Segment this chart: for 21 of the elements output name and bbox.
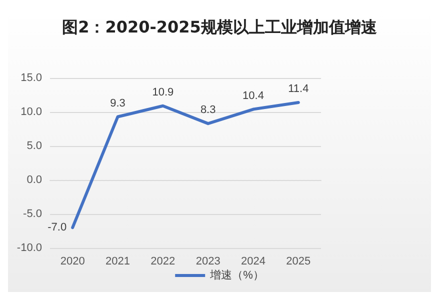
x-tick-label: 2022 xyxy=(150,256,176,268)
x-tick-label: 2020 xyxy=(60,256,85,268)
data-label: 10.9 xyxy=(152,86,174,98)
x-tick-label: 2023 xyxy=(196,256,220,268)
data-label: 8.3 xyxy=(200,104,216,116)
data-label: -7.0 xyxy=(48,222,67,234)
y-tick-label: -10.0 xyxy=(16,242,42,254)
x-tick-label: 2025 xyxy=(286,256,311,268)
y-tick-label: 15.0 xyxy=(20,72,42,84)
x-tick-label: 2021 xyxy=(106,256,130,268)
y-tick-label: 0.0 xyxy=(26,174,42,186)
y-tick-label: -5.0 xyxy=(23,208,42,220)
data-label: 11.4 xyxy=(288,82,309,95)
legend-label: 增速（%） xyxy=(209,268,264,282)
data-label: 10.4 xyxy=(242,90,264,102)
chart-title: 图2：2020-2025规模以上工业增加值增速 xyxy=(62,18,378,36)
data-label: 9.3 xyxy=(110,97,126,110)
x-tick-label: 2024 xyxy=(241,256,266,268)
line-series xyxy=(71,100,300,230)
y-tick-label: 10.0 xyxy=(20,106,42,118)
y-tick-label: 5.0 xyxy=(26,140,42,152)
